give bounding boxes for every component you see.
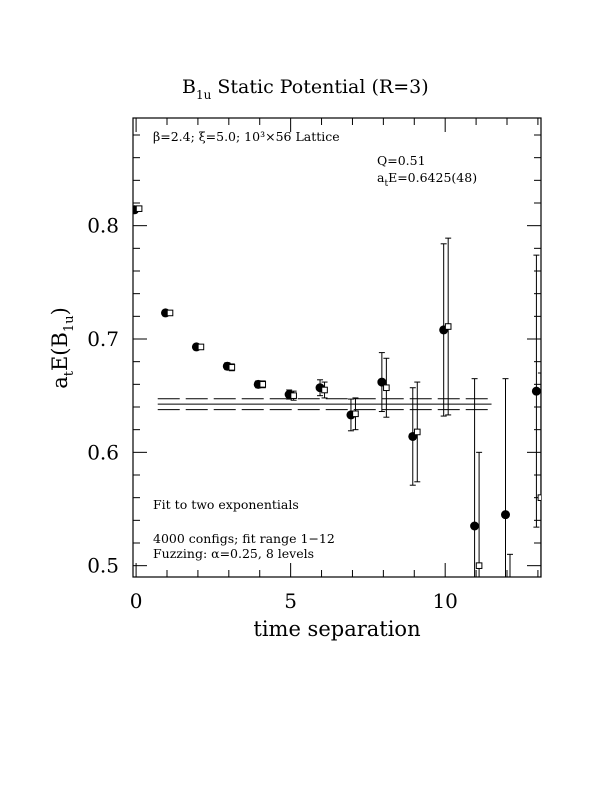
data-point-square [197,343,205,351]
data-point-square [413,428,421,436]
fit-type-annotation: Fit to two exponentials [153,497,299,512]
lattice-annotation: β=2.4; ξ=5.0; 10³×56 Lattice [153,129,340,144]
q-value-annotation: Q=0.51 [377,153,426,168]
data-point-circle [470,521,480,531]
y-tick-label: 0.5 [87,554,119,578]
data-point-square [321,386,328,394]
x-tick-label: 10 [432,589,457,613]
data-point-square [475,562,483,569]
data-point-square [166,309,174,317]
data-point-square [259,381,267,388]
fit-band [157,398,492,411]
x-tick-label: 5 [284,589,297,613]
configs-annotation: 4000 configs; fit range 1−12 [153,531,335,546]
x-tick-label: 0 [130,589,143,613]
data-point-square [507,631,513,637]
data-markers [133,205,541,637]
data-point-square [228,364,236,371]
data-point-circle [501,510,510,520]
data-point-square [537,494,541,501]
axis-tick-labels: 0 5 10 0.5 0.6 0.7 0.8 [87,214,458,613]
fuzzing-annotation: Fuzzing: α=0.25, 8 levels [153,546,314,561]
data-point-circle [377,377,387,387]
data-point-square [135,205,143,212]
y-tick-label: 0.7 [87,327,119,351]
y-tick-label: 0.8 [87,214,119,238]
data-point-square [383,384,390,392]
energy-annotation: atE=0.6425(48) [377,170,477,189]
data-point-circle [531,386,541,396]
data-point-square [290,392,297,399]
x-axis-title: time separation [253,617,420,641]
axis-ticks [133,118,541,577]
y-tick-label: 0.6 [87,440,119,464]
data-point-square [444,323,452,330]
y-axis-title: atE(B1u) [48,307,77,389]
data-point-square [352,410,359,418]
chart-title: B1u Static Potential (R=3) [182,76,429,102]
plot-frame [132,117,542,578]
